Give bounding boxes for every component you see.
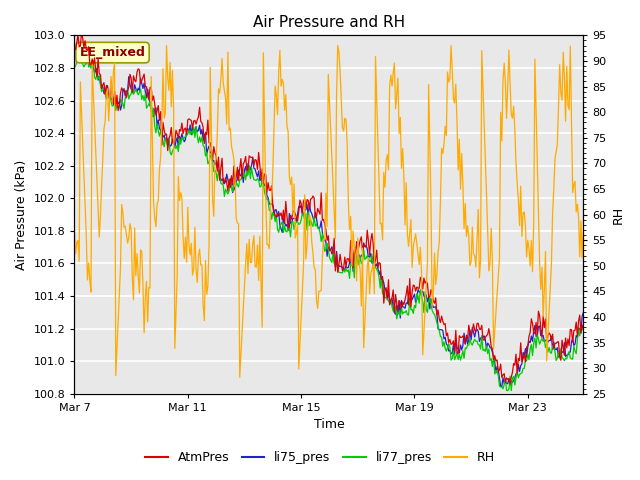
Text: EE_mixed: EE_mixed <box>79 46 145 59</box>
X-axis label: Time: Time <box>314 419 344 432</box>
Y-axis label: Air Pressure (kPa): Air Pressure (kPa) <box>15 159 28 270</box>
Y-axis label: RH: RH <box>612 205 625 224</box>
Legend: AtmPres, li75_pres, li77_pres, RH: AtmPres, li75_pres, li77_pres, RH <box>140 446 500 469</box>
Title: Air Pressure and RH: Air Pressure and RH <box>253 15 405 30</box>
